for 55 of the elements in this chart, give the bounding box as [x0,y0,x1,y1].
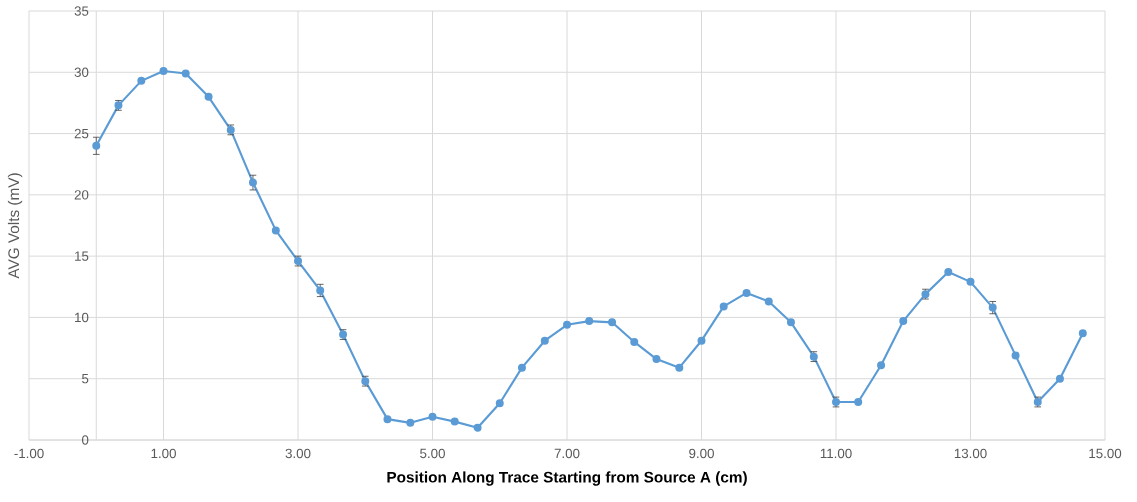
point [630,337,639,346]
point [563,320,572,329]
point [181,69,190,78]
y-tick-label: 35 [74,6,89,16]
x-tick-label: 13.00 [954,448,987,459]
point [473,423,482,432]
point [899,317,908,326]
point [1078,329,1087,338]
point [608,318,617,327]
point [450,417,459,426]
point [540,336,549,345]
point [786,318,795,327]
point [271,226,280,235]
x-tick-label: 5.00 [420,448,445,459]
point [719,302,728,311]
point [406,418,415,427]
point [764,297,773,306]
x-tick-label: 11.00 [820,448,852,459]
point [988,303,997,312]
point [742,288,751,297]
x-tick-label: -1.00 [14,448,44,459]
point [92,141,101,150]
point [517,363,526,372]
x-axis-title: Position Along Trace Starting from Source A (cm) [387,471,747,486]
x-tick-label: 7.00 [554,448,580,459]
x-tick-label: 9.00 [689,448,714,459]
point [854,397,863,406]
point [944,268,953,277]
x-tick-label: 15.00 [1089,448,1122,459]
y-tick-label: 30 [74,67,89,77]
point [697,336,706,345]
point [1011,351,1020,360]
point [383,415,392,424]
x-tick-label: 3.00 [285,448,311,459]
point [585,317,594,326]
y-tick-label: 20 [74,190,89,200]
point [495,399,504,408]
point [966,277,975,286]
point [248,178,257,187]
point [159,67,168,76]
y-tick-label: 15 [75,251,89,261]
point [1055,374,1064,383]
y-tick-label: 0 [81,435,89,445]
point [877,361,886,370]
point [428,412,437,421]
y-tick-label: 5 [82,374,89,384]
x-tick-label: 1.00 [151,448,176,459]
point [652,355,661,364]
point [204,92,213,101]
y-tick-label: 25 [74,128,89,139]
point [137,76,146,85]
point [675,363,684,372]
point [316,286,325,295]
y-axis-title: AVG Volts (mV) [7,173,23,279]
y-tick-label: 10 [75,312,89,323]
